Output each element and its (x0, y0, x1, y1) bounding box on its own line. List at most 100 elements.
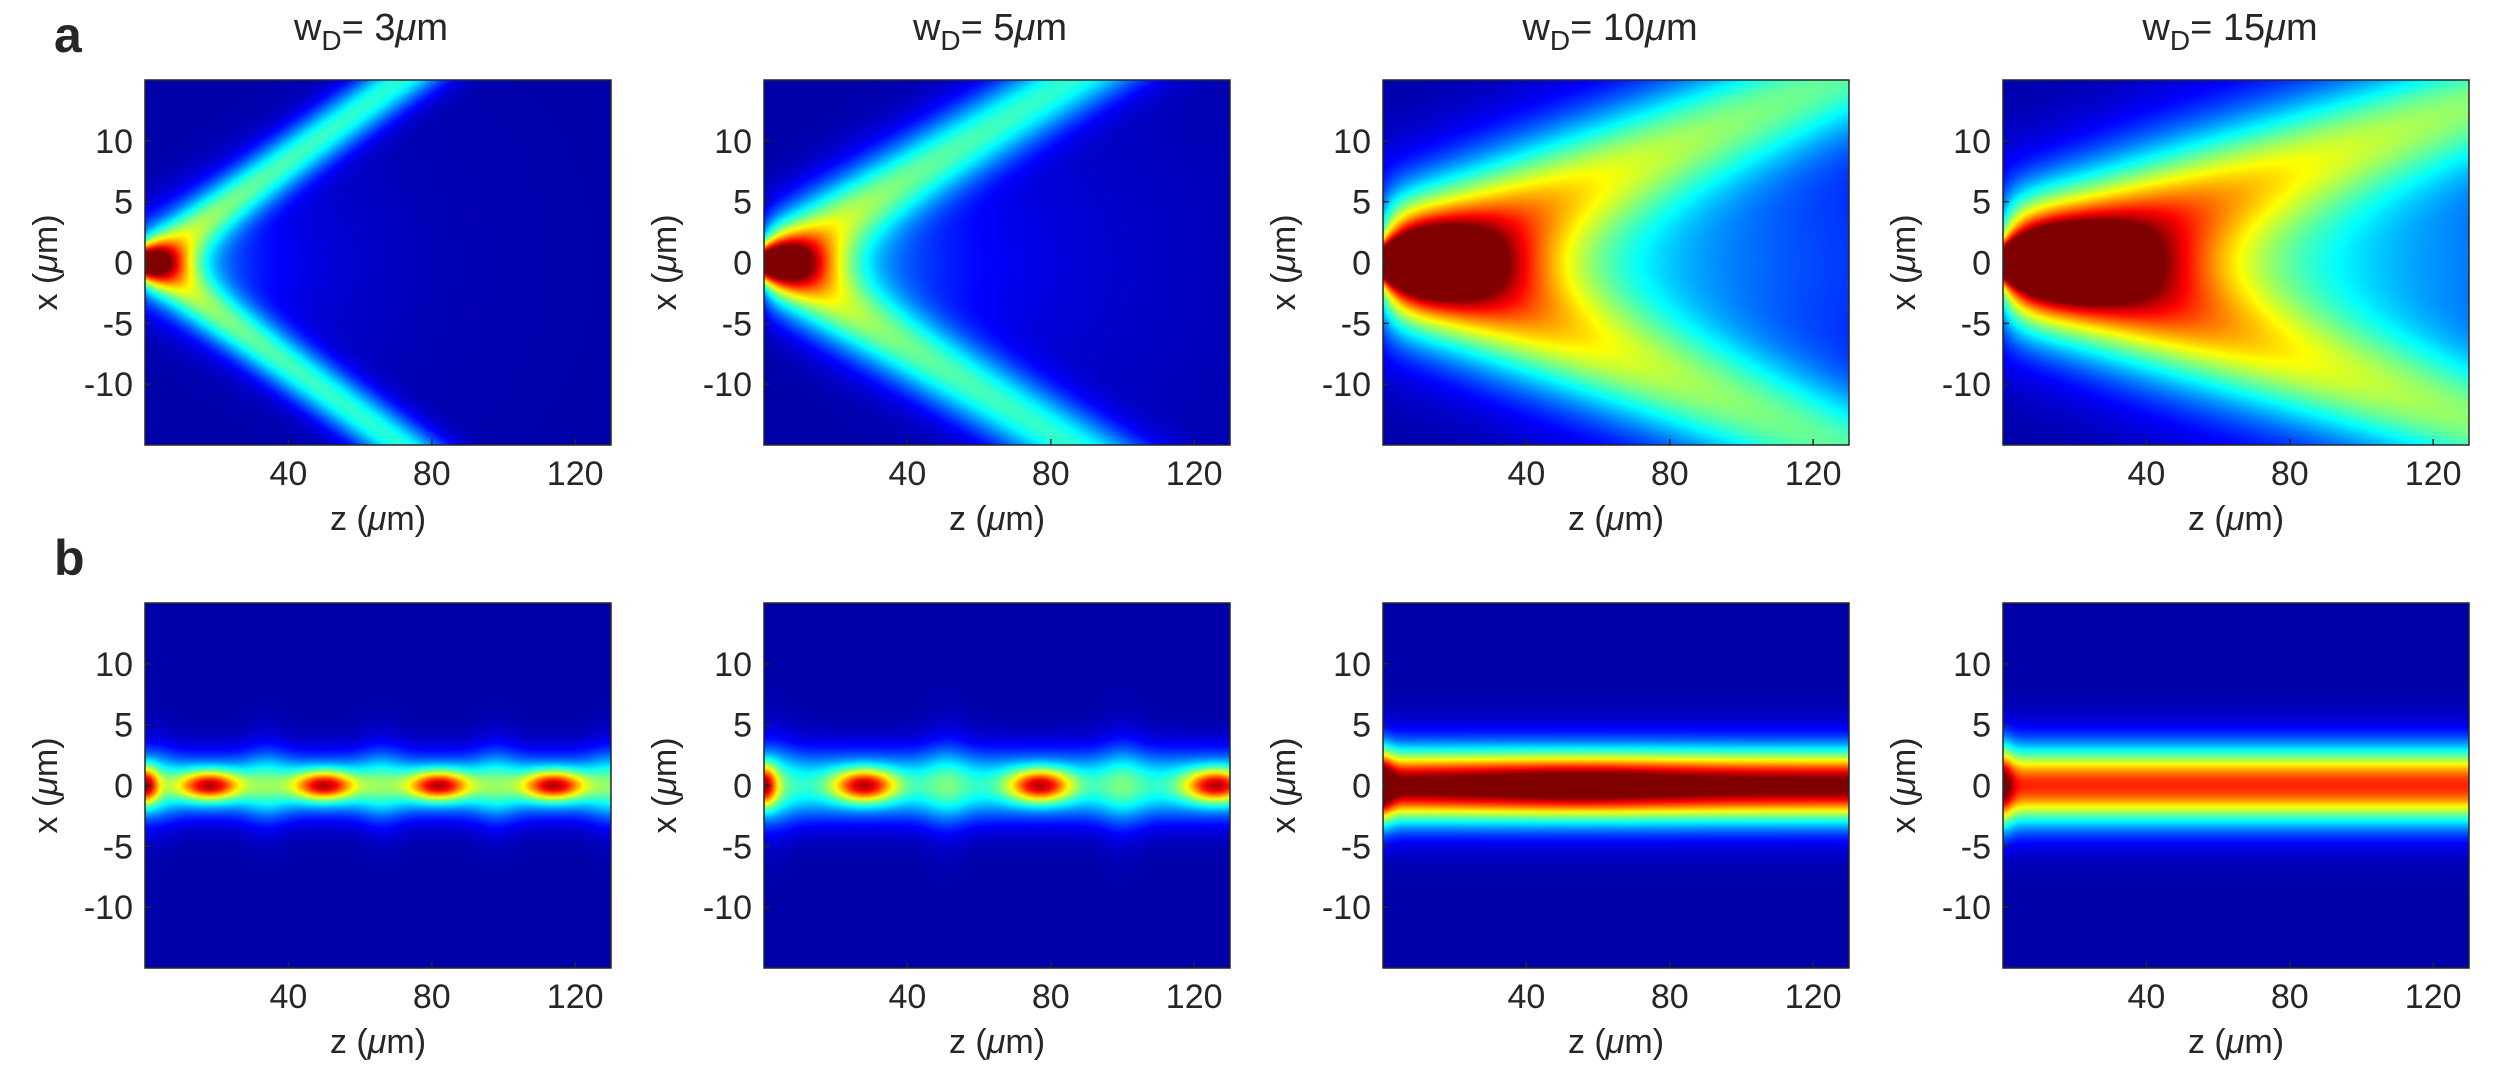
y-axis-label-b-3: x (μm) (1265, 737, 1303, 833)
x-tick-label-a-2-2: 120 (1166, 455, 1223, 493)
x-axis-label-b-2: z (μm) (949, 1023, 1045, 1061)
x-axis-a-3: 40 80 120 z (μm) (1507, 439, 1842, 538)
y-tick-label-a-3-2: 0 (1352, 245, 1371, 283)
x-axis-label-a-3: z (μm) (1568, 500, 1664, 538)
column-title-2: wD= 5μm (912, 7, 1067, 56)
heatmap-image-a-2 (764, 80, 1230, 445)
x-tick-label-b-2-2: 120 (1166, 978, 1223, 1016)
y-axis-a-2: 10 5 0 -5 -10 x (μm) (646, 123, 770, 404)
panel-b-4: 40 80 120 z (μm) 10 5 0 -5 -10 x (μm) (1885, 602, 2470, 1061)
x-axis-a-4: 40 80 120 z (μm) (2127, 439, 2462, 538)
x-tick-label-a-4-1: 80 (2271, 455, 2309, 493)
y-tick-label-b-1-4: -10 (84, 889, 133, 927)
panel-a-4: 40 80 120 z (μm) 10 5 0 -5 -10 x (μm) (1885, 79, 2470, 538)
y-axis-b-4: 10 5 0 -5 -10 x (μm) (1885, 646, 2009, 927)
y-tick-label-b-1-2: 0 (114, 768, 133, 806)
x-tick-label-a-4-2: 120 (2405, 455, 2462, 493)
panel-a-2: 40 80 120 z (μm) 10 5 0 -5 -10 x (μm) (646, 79, 1231, 538)
y-tick-label-a-1-3: -5 (103, 305, 133, 343)
y-tick-label-b-1-1: 5 (114, 707, 133, 745)
x-axis-b-2: 40 80 120 z (μm) (888, 962, 1223, 1061)
heatmap-image-a-4 (2003, 80, 2469, 445)
panel-a-3: 40 80 120 z (μm) 10 5 0 -5 -10 x (μm) (1265, 79, 1850, 538)
y-axis-label-a-1: x (μm) (27, 214, 65, 310)
y-tick-label-b-1-3: -5 (103, 828, 133, 866)
y-axis-b-2: 10 5 0 -5 -10 x (μm) (646, 646, 770, 927)
y-axis-a-4: 10 5 0 -5 -10 x (μm) (1885, 123, 2009, 404)
panel-label-a: a (54, 7, 83, 63)
y-tick-label-b-4-0: 10 (1953, 646, 1991, 684)
y-tick-label-a-3-0: 10 (1333, 123, 1371, 161)
x-tick-label-a-3-1: 80 (1651, 455, 1689, 493)
x-tick-label-b-1-1: 80 (413, 978, 451, 1016)
y-tick-label-b-3-4: -10 (1322, 889, 1371, 927)
y-tick-label-a-4-3: -5 (1961, 305, 1991, 343)
y-tick-label-b-2-4: -10 (703, 889, 752, 927)
x-axis-b-3: 40 80 120 z (μm) (1507, 962, 1842, 1061)
y-axis-label-a-3: x (μm) (1265, 214, 1303, 310)
x-axis-b-1: 40 80 120 z (μm) (269, 962, 604, 1061)
y-tick-label-b-1-0: 10 (95, 646, 133, 684)
y-tick-label-b-3-1: 5 (1352, 707, 1371, 745)
y-tick-label-a-1-2: 0 (114, 245, 133, 283)
x-tick-label-b-2-1: 80 (1032, 978, 1070, 1016)
y-tick-label-a-3-3: -5 (1341, 305, 1371, 343)
y-tick-label-b-4-3: -5 (1961, 828, 1991, 866)
y-tick-label-a-2-3: -5 (722, 305, 752, 343)
y-tick-label-a-2-0: 10 (714, 123, 752, 161)
y-tick-label-a-3-1: 5 (1352, 184, 1371, 222)
y-tick-label-a-4-1: 5 (1972, 184, 1991, 222)
y-tick-label-a-2-1: 5 (733, 184, 752, 222)
y-axis-a-1: 10 5 0 -5 -10 x (μm) (27, 123, 151, 404)
y-tick-label-b-2-0: 10 (714, 646, 752, 684)
y-tick-label-b-2-1: 5 (733, 707, 752, 745)
panel-a-1: 40 80 120 z (μm) 10 5 0 -5 -10 x (μm) (27, 79, 612, 538)
y-tick-label-a-2-2: 0 (733, 245, 752, 283)
x-tick-label-b-4-0: 40 (2127, 978, 2165, 1016)
column-title-3: wD= 10μm (1521, 7, 1697, 56)
y-tick-label-b-3-0: 10 (1333, 646, 1371, 684)
panel-b-3: 40 80 120 z (μm) 10 5 0 -5 -10 x (μm) (1265, 602, 1850, 1061)
x-axis-label-b-1: z (μm) (330, 1023, 426, 1061)
x-tick-label-a-4-0: 40 (2127, 455, 2165, 493)
x-tick-label-b-3-1: 80 (1651, 978, 1689, 1016)
x-tick-label-b-2-0: 40 (888, 978, 926, 1016)
y-tick-label-b-4-4: -10 (1942, 889, 1991, 927)
y-tick-label-a-1-0: 10 (95, 123, 133, 161)
y-axis-label-a-4: x (μm) (1885, 214, 1923, 310)
y-axis-label-b-4: x (μm) (1885, 737, 1923, 833)
panels-layer: 40 80 120 z (μm) 10 5 0 -5 -10 x (μm) 40 80 120 z (μm… (27, 79, 2470, 1061)
heatmap-image-b-1 (145, 603, 611, 968)
y-axis-b-1: 10 5 0 -5 -10 x (μm) (27, 646, 151, 927)
y-tick-label-a-4-2: 0 (1972, 245, 1991, 283)
y-tick-label-a-1-1: 5 (114, 184, 133, 222)
x-tick-label-a-3-0: 40 (1507, 455, 1545, 493)
x-axis-label-b-3: z (μm) (1568, 1023, 1664, 1061)
y-tick-label-b-2-3: -5 (722, 828, 752, 866)
panel-b-2: 40 80 120 z (μm) 10 5 0 -5 -10 x (μm) (646, 602, 1231, 1061)
y-axis-label-b-1: x (μm) (27, 737, 65, 833)
x-tick-label-b-3-2: 120 (1785, 978, 1842, 1016)
x-axis-label-a-1: z (μm) (330, 500, 426, 538)
x-axis-label-a-2: z (μm) (949, 500, 1045, 538)
y-tick-label-a-4-0: 10 (1953, 123, 1991, 161)
panel-b-1: 40 80 120 z (μm) 10 5 0 -5 -10 x (μm) (27, 602, 612, 1061)
column-title-1: wD= 3μm (293, 7, 448, 56)
heatmap-image-a-1 (145, 80, 611, 445)
y-tick-label-a-4-4: -10 (1942, 366, 1991, 404)
heatmap-image-a-3 (1383, 80, 1849, 445)
y-tick-label-b-4-2: 0 (1972, 768, 1991, 806)
y-tick-label-b-3-3: -5 (1341, 828, 1371, 866)
x-tick-label-b-1-2: 120 (547, 978, 604, 1016)
x-tick-label-a-3-2: 120 (1785, 455, 1842, 493)
y-tick-label-a-2-4: -10 (703, 366, 752, 404)
x-tick-label-a-1-0: 40 (269, 455, 307, 493)
y-tick-label-b-2-2: 0 (733, 768, 752, 806)
x-tick-label-b-4-2: 120 (2405, 978, 2462, 1016)
heatmap-image-b-2 (764, 603, 1230, 968)
heatmap-image-b-4 (2003, 603, 2469, 968)
heatmap-image-b-3 (1383, 603, 1849, 968)
x-tick-label-a-2-1: 80 (1032, 455, 1070, 493)
